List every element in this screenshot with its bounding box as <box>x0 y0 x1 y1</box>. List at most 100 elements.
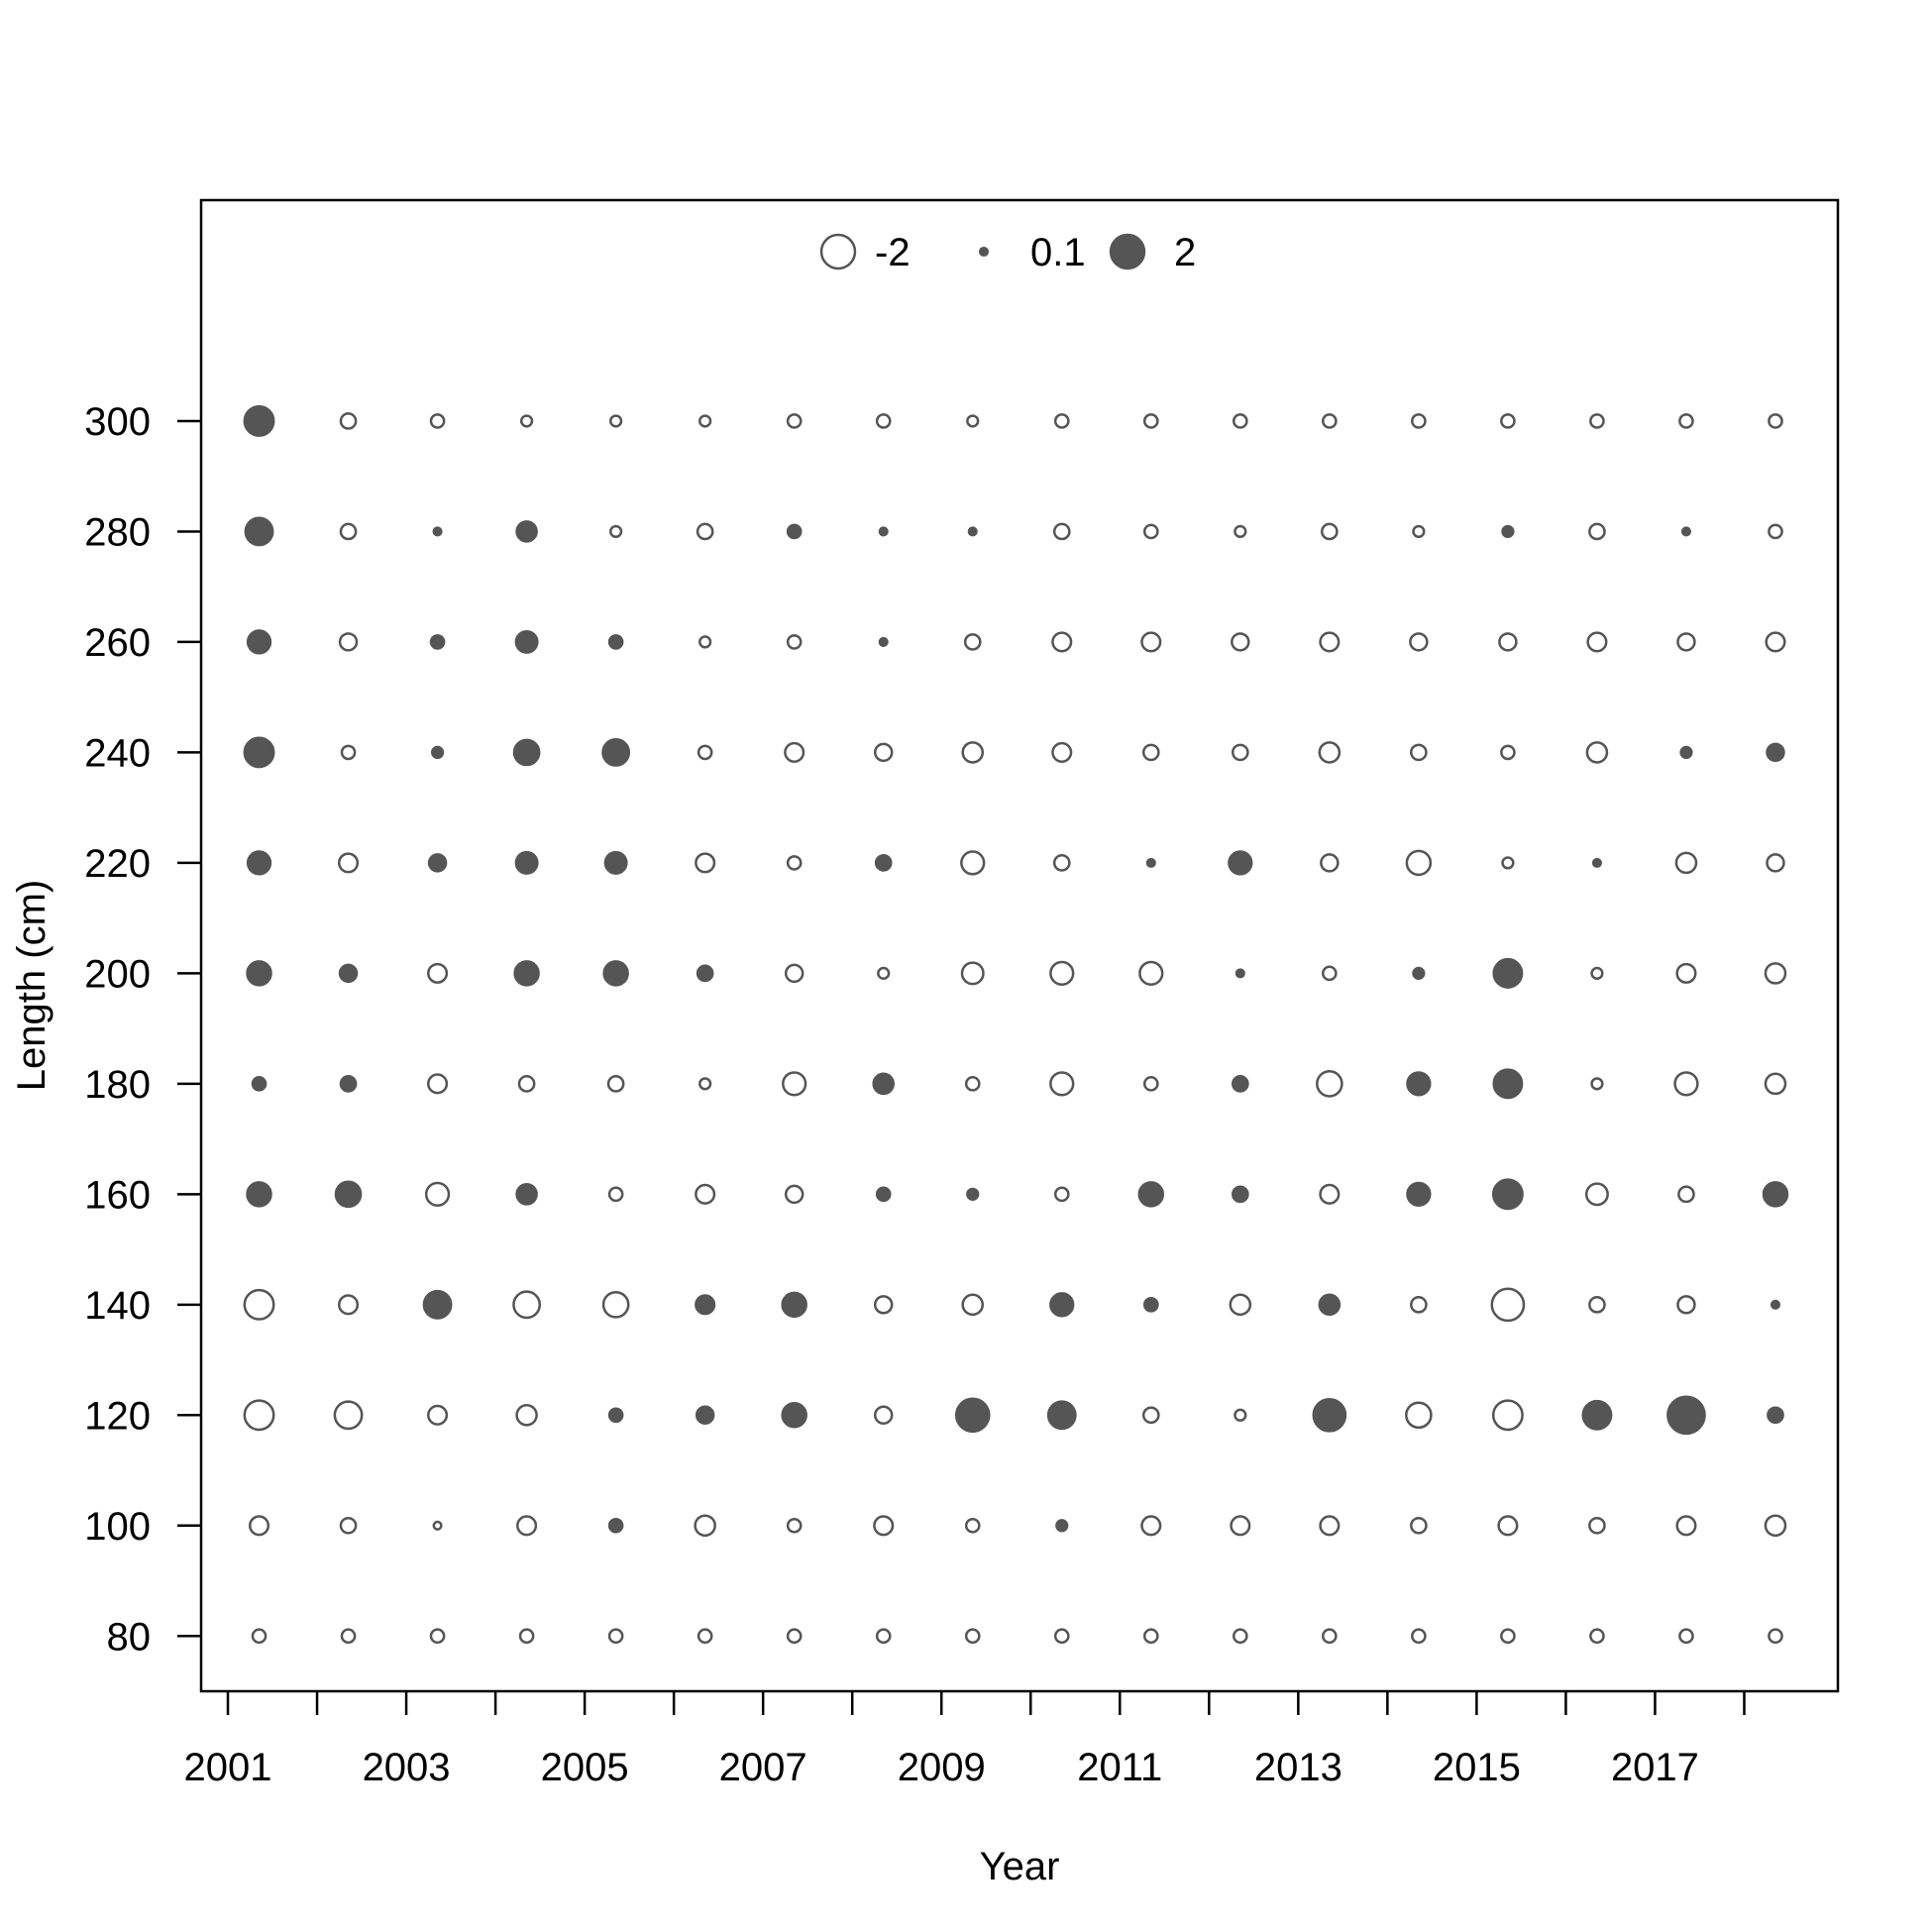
bubble-point <box>243 1288 275 1321</box>
bubble-point <box>695 852 716 874</box>
bubble-point <box>246 629 272 655</box>
bubble-point <box>695 1405 715 1426</box>
legend-label: 0.1 <box>1030 231 1086 274</box>
bubble-point <box>602 960 629 987</box>
bubble-point <box>338 632 359 652</box>
bubble-point <box>606 1075 625 1093</box>
bubble-point <box>963 633 982 651</box>
bubble-point <box>1765 631 1786 653</box>
x-axis: 2001 2003 2005 2007 2009 2011 2013 2015 2017 <box>184 1691 1746 1789</box>
bubble-point <box>244 516 274 547</box>
bubble-point <box>1589 1628 1605 1645</box>
bubble-point <box>967 526 978 537</box>
bubble-point <box>1234 524 1247 539</box>
bubble-point <box>878 526 889 537</box>
bubble-point <box>340 744 357 761</box>
bubble-point <box>514 629 539 654</box>
bubble-point <box>781 1291 807 1319</box>
bubble-point <box>1675 962 1697 984</box>
bubble-point <box>1051 741 1073 763</box>
bubble-point <box>340 1628 357 1645</box>
bubble-point <box>432 1520 443 1531</box>
bubble-point <box>786 855 803 871</box>
bubble-point <box>1678 1628 1694 1645</box>
bubble-point <box>1764 1072 1787 1096</box>
legend-label: -2 <box>875 231 911 274</box>
bubble-point <box>516 1515 538 1537</box>
bubble-point <box>517 1075 536 1093</box>
bubble-point <box>1588 1516 1606 1535</box>
bubble-point <box>243 1399 275 1432</box>
bubble-point <box>429 1628 446 1645</box>
bubble-point <box>1581 1399 1613 1431</box>
bubble-point <box>1679 745 1693 760</box>
bubble-point <box>1140 631 1162 653</box>
bubble-point <box>1228 850 1253 876</box>
bubble-point <box>1589 413 1605 429</box>
bubble-point <box>1410 1516 1428 1535</box>
bubble-point <box>609 524 623 539</box>
bubble-point <box>1405 1401 1433 1430</box>
bubble-point <box>607 634 624 650</box>
bubble-point <box>337 1294 360 1316</box>
bubble-point <box>1675 1515 1697 1537</box>
bubble-point <box>513 960 540 987</box>
y-tick-label: 220 <box>84 842 151 886</box>
bubble-point <box>432 526 443 537</box>
bubble-point <box>1590 966 1604 980</box>
bubble-point <box>1319 1183 1341 1205</box>
bubble-point <box>966 1187 980 1201</box>
legend-bubble <box>1109 233 1146 270</box>
bubble-point <box>243 405 275 437</box>
bubble-point <box>964 1076 981 1092</box>
bubble-point <box>786 413 803 429</box>
bubble-point <box>698 635 712 649</box>
bubble-point <box>1232 1628 1248 1645</box>
bubble-point <box>427 1404 449 1426</box>
bubble-point <box>1318 741 1342 764</box>
bubble-point <box>1234 968 1245 979</box>
bubble-point <box>784 741 805 763</box>
bubble-point <box>1318 1293 1342 1317</box>
bubble-point <box>964 1517 981 1534</box>
y-tick-label: 100 <box>84 1505 151 1549</box>
bubble-point <box>1049 960 1075 987</box>
bubble-layer <box>243 405 1789 1645</box>
bubble-point <box>243 736 275 769</box>
bubble-point <box>1053 413 1070 429</box>
y-tick-label: 280 <box>84 510 151 554</box>
bubble-point <box>1492 957 1524 989</box>
bubble-point <box>786 523 803 540</box>
bubble-point <box>1591 857 1602 868</box>
bubble-point <box>422 1289 453 1320</box>
bubble-point <box>515 520 538 543</box>
bubble-point <box>781 1402 807 1429</box>
bubble-point <box>1234 1408 1247 1422</box>
bubble-point <box>1231 1075 1249 1093</box>
bubble-point <box>334 1180 363 1209</box>
bubble-point <box>514 850 539 875</box>
bubble-point <box>696 522 714 541</box>
bubble-point <box>427 853 448 873</box>
bubble-point <box>607 1628 624 1645</box>
bubble-point <box>519 414 534 428</box>
bubble-point <box>1766 742 1785 763</box>
bubble-point <box>339 1516 358 1535</box>
bubble-point <box>251 1628 268 1645</box>
x-axis-title: Year <box>980 1845 1060 1888</box>
bubble-point <box>1498 632 1518 652</box>
bubble-point <box>512 738 541 767</box>
bubble-point <box>1231 632 1250 652</box>
x-tick-label: 2011 <box>1077 1746 1162 1789</box>
legend-bubble <box>978 246 990 258</box>
bubble-point <box>1490 1287 1526 1323</box>
bubble-point <box>1142 1628 1159 1645</box>
bubble-point <box>1049 1292 1075 1318</box>
bubble-point <box>1322 1628 1338 1645</box>
bubble-point <box>1051 631 1073 653</box>
bubble-point <box>1316 1070 1343 1098</box>
y-tick-label: 180 <box>84 1063 151 1107</box>
bubble-point <box>338 963 359 984</box>
bubble-point <box>1409 632 1429 652</box>
